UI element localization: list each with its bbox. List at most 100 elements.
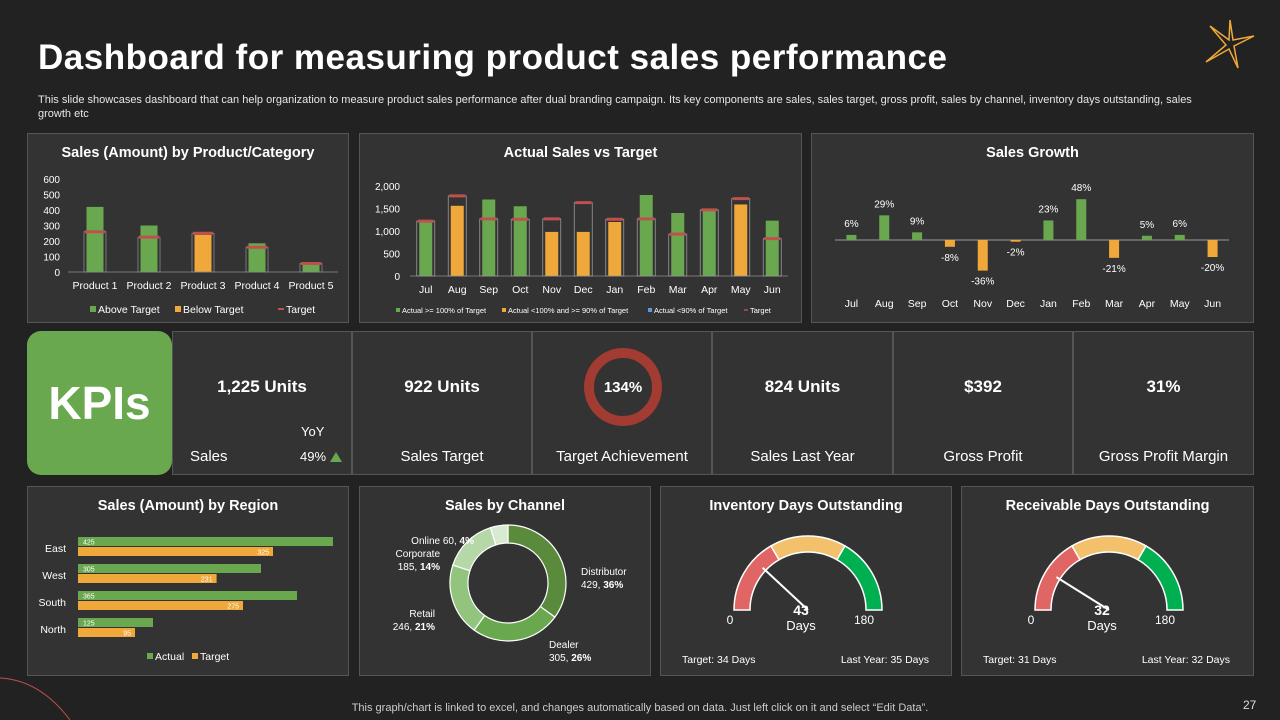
bar-jun	[765, 220, 779, 276]
kpis-badge: KPIs	[27, 331, 172, 475]
x-tick-label: Nov	[542, 284, 561, 296]
data-label: -36%	[971, 277, 994, 288]
data-label: -20%	[1201, 263, 1224, 274]
bar-product-4	[248, 243, 266, 272]
bar-nov	[545, 231, 559, 276]
x-tick-label: Jul	[419, 284, 432, 296]
kpi-sales: 1,225 Units YoY Sales 49%	[172, 331, 352, 475]
gauge-last-year: Last Year: 35 Days	[841, 654, 929, 666]
sales-growth-panel: Sales Growth 6% Jul 29% Aug 9% Sep -8% Oct -36% N…	[811, 133, 1254, 323]
gauge-max-label: 180	[854, 613, 874, 627]
slice-label-value: 305, 26%	[549, 653, 591, 664]
kpi-target-achievement: 134% Target Achievement	[532, 331, 712, 475]
gauge-needle	[1055, 576, 1110, 611]
data-label: -21%	[1102, 264, 1125, 275]
data-label: 275	[227, 604, 239, 611]
bar-target-south	[78, 601, 243, 610]
actual-vs-target-panel: Actual Sales vs Target 0 500 1,000 1,500 2,0…	[359, 133, 802, 323]
bar-mar	[671, 213, 685, 276]
bar-feb	[639, 195, 653, 276]
slice-dealer	[473, 605, 556, 642]
legend-label: Below Target	[183, 304, 244, 316]
y-tick-label: 2,000	[375, 182, 400, 193]
bar-product-2	[140, 225, 158, 272]
kpi-sales-target: 922 Units Sales Target	[352, 331, 532, 475]
legend-swatch	[648, 308, 652, 312]
data-label: 231	[201, 577, 213, 584]
data-label: 48%	[1071, 183, 1091, 194]
growth-bar-mar	[1109, 240, 1120, 258]
x-tick-label: Feb	[637, 284, 655, 296]
data-label: 305	[83, 567, 95, 574]
x-tick-label: Mar	[1105, 298, 1124, 310]
legend-swatch	[90, 306, 96, 312]
slice-label-value: 185, 14%	[398, 562, 440, 573]
inventory-days-panel: Inventory Days Outstanding 0 180 43 Days Tar…	[660, 486, 952, 676]
x-tick-label: Nov	[973, 298, 992, 310]
legend-label: Target	[200, 651, 229, 663]
y-tick-label: 1,000	[375, 227, 400, 238]
bar-jul	[419, 221, 433, 276]
data-label: 365	[83, 594, 95, 601]
page-title: Dashboard for measuring product sales pe…	[38, 38, 948, 77]
bar-target-east	[78, 547, 273, 556]
bar-actual-north	[78, 618, 153, 627]
bar-product-1	[86, 206, 104, 272]
y-tick-label: North	[40, 624, 66, 636]
page-subtitle: This slide showcases dashboard that can …	[38, 94, 1192, 120]
growth-bar-dec	[1010, 240, 1021, 242]
actual-vs-target-chart[interactable]: 0 500 1,000 1,500 2,000 Jul Aug Sep Oct Nov Dec Jan…	[360, 134, 803, 324]
x-tick-label: Apr	[1139, 298, 1156, 310]
data-label: 5%	[1140, 220, 1155, 231]
x-tick-label: Oct	[512, 284, 528, 296]
slice-label-name: Distributor	[581, 567, 627, 578]
bar-oct	[513, 206, 527, 276]
x-tick-label: May	[731, 284, 752, 296]
product-sales-panel: Sales (Amount) by Product/Category 0 100 2…	[27, 133, 349, 323]
sales-growth-chart[interactable]: 6% Jul 29% Aug 9% Sep -8% Oct -36% Nov -2% Dec 23% Ja…	[812, 134, 1255, 324]
legend-label: Target	[286, 304, 315, 316]
bar-jan	[608, 222, 622, 276]
bar-product-3	[194, 234, 212, 272]
kpi-target-achievement-value: 134%	[603, 379, 643, 396]
slice-label-name: Corporate	[396, 549, 441, 560]
legend-swatch	[396, 308, 400, 312]
product-sales-chart[interactable]: 0 100 200 300 400 500 600 Product 1 Product 2 Pro…	[28, 134, 350, 324]
kpi-sales-target-value: 922 Units	[404, 377, 480, 396]
corner-decoration	[0, 677, 71, 720]
x-tick-label: Feb	[1072, 298, 1090, 310]
bar-target-north	[78, 628, 135, 637]
sparkle-icon	[1205, 19, 1255, 69]
data-label: -8%	[941, 253, 959, 264]
x-tick-label: Product 3	[181, 280, 226, 292]
kpi-gross-profit-value: $392	[964, 377, 1002, 396]
growth-bar-nov	[977, 240, 988, 271]
x-tick-label: Product 4	[235, 280, 280, 292]
legend-swatch	[502, 308, 506, 312]
kpi-yoy-label: YoY	[301, 424, 325, 439]
footer-note: This graph/chart is linked to excel, and…	[351, 702, 929, 714]
gauge-segment-2	[1136, 544, 1184, 611]
receivable-days-panel: Receivable Days Outstanding 0 180 32 Days Ta…	[961, 486, 1254, 676]
x-tick-label: Jul	[845, 298, 858, 310]
x-tick-label: Dec	[1006, 298, 1025, 310]
kpi-gross-profit-margin-label: Gross Profit Margin	[1098, 448, 1229, 465]
bar-target-west	[78, 574, 217, 583]
legend-label: Actual	[155, 651, 184, 663]
channel-sales-chart[interactable]: Distributor 429, 36% Dealer 305, 26% Retail 2…	[360, 487, 652, 677]
y-tick-label: 500	[43, 191, 60, 202]
gauge-unit: Days	[1087, 618, 1117, 633]
data-label: 29%	[874, 199, 894, 210]
growth-bar-sep	[912, 232, 923, 240]
slice-label-online: Online 60, 4%	[411, 536, 474, 547]
region-sales-chart[interactable]: East 425 325 West 305 231 South 365 275 North 125 9…	[28, 487, 350, 677]
x-tick-label: Sep	[479, 284, 498, 296]
bar-may	[734, 204, 748, 276]
x-tick-label: Apr	[701, 284, 718, 296]
data-label: 95	[123, 631, 131, 638]
bar-actual-west	[78, 564, 261, 573]
receivable-chart-title: Receivable Days Outstanding	[1005, 498, 1210, 514]
growth-bar-may	[1174, 234, 1185, 240]
